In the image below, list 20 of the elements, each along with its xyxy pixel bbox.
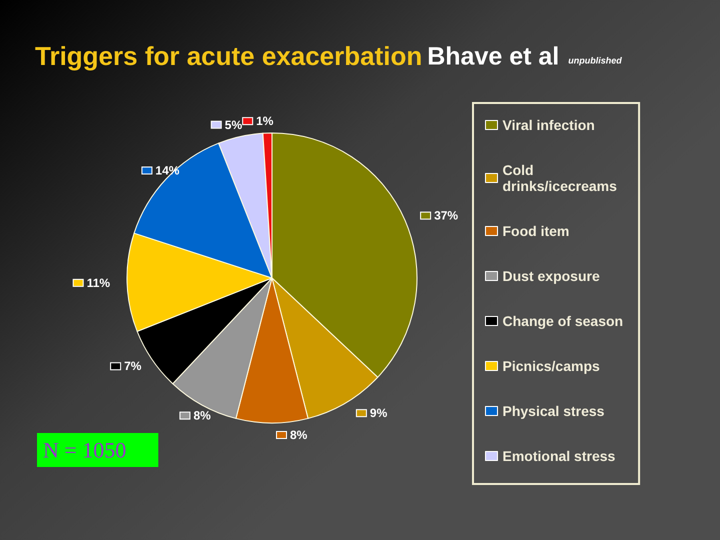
data-label: 8% [193,408,212,423]
text: unpublished [568,56,622,66]
legend-label: Emotional stress [502,448,616,464]
legend-label: Viral infection [502,117,595,133]
data-label: 37% [434,208,458,223]
data-label: 11% [86,276,110,290]
data-label: 5% [224,118,242,132]
legend-label: Physical stress [502,403,605,419]
legend-label: Change of season [502,313,624,329]
data-label: 8% [290,428,308,442]
legend-label: Dust exposure [502,268,600,284]
legend-label: Food item [502,223,570,239]
chart-title: Triggers for acute exacerbation [35,41,422,71]
data-label: 1% [256,114,274,128]
text: N = 1050 [43,438,126,462]
chart-subtitle: Bhave et al [427,42,560,70]
data-label: 9% [370,406,388,420]
data-label: 7% [124,359,142,374]
legend-label: Cold drinks/icecreams [502,162,618,194]
legend-label: Picnics/camps [502,358,600,374]
